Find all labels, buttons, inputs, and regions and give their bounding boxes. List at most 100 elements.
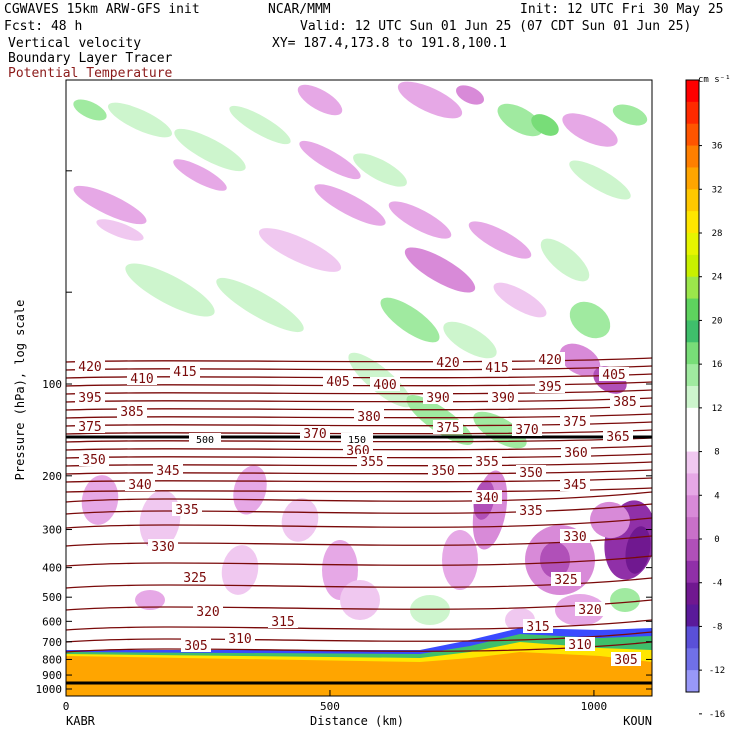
w-cell <box>397 81 463 119</box>
w-cell <box>297 84 343 116</box>
theta-label-bg <box>516 465 546 479</box>
y-tick-label: 200 <box>42 470 62 483</box>
theta-label: 340 <box>475 491 498 506</box>
w-cell <box>96 219 144 241</box>
colorbar-swatch <box>686 364 699 387</box>
w-cell <box>388 201 452 239</box>
theta-label: 380 <box>357 410 380 425</box>
w-cell <box>229 105 291 145</box>
header: CGWAVES 15km ARW-GFS init NCAR/MMM Init:… <box>0 0 740 81</box>
colorbar-label: 28 <box>712 229 723 239</box>
theta-contour <box>66 437 652 443</box>
w-cell <box>314 184 386 226</box>
theta-contour <box>66 555 652 567</box>
theta-label-bg <box>565 637 595 651</box>
y-tick-label: 800 <box>42 653 62 666</box>
plot-frame <box>65 79 653 697</box>
theta-label-bg <box>117 404 147 418</box>
theta-label-bg <box>153 463 183 477</box>
colorbar-label: -8 <box>712 622 723 632</box>
x-axis-label: Distance (km) <box>310 714 404 728</box>
w-cell <box>473 411 527 449</box>
theta-label: 395 <box>78 391 101 406</box>
theta-label: 305 <box>614 653 637 668</box>
colorbar-swatch <box>686 233 699 256</box>
theta-label: 340 <box>128 478 151 493</box>
theta-label: 345 <box>156 464 179 479</box>
theta-label-bg <box>472 490 502 504</box>
theta-label: 325 <box>183 571 206 586</box>
theta-label: 325 <box>554 573 577 588</box>
theta-label-bg <box>603 429 633 443</box>
w-cell <box>174 128 246 172</box>
w-cell <box>281 498 319 542</box>
theta-label-bg <box>535 352 565 366</box>
theta-labels: 420 410 415 405 400 420 415 420 395 405 395 385 380 3… <box>75 352 641 668</box>
w-cell <box>73 185 147 225</box>
theta-label: 385 <box>120 405 143 420</box>
colorbar-label: 0 <box>714 535 719 545</box>
theta-label: 420 <box>538 353 561 368</box>
theta-label-bg <box>551 572 581 586</box>
colorbar-swatch <box>686 495 699 518</box>
theta-label: 415 <box>485 361 508 376</box>
theta-label-bg <box>268 614 298 628</box>
colorbar-swatch <box>686 298 699 321</box>
colorbar-units: cm s⁻¹ <box>698 75 731 85</box>
theta-label: 375 <box>436 421 459 436</box>
theta-label-bg <box>75 390 105 404</box>
w-cell <box>612 104 648 126</box>
left-station: KABR <box>66 714 96 728</box>
w-cell <box>233 465 267 515</box>
colorbar-swatch <box>686 101 699 125</box>
colorbar-swatch <box>686 582 699 606</box>
theta-label: 350 <box>431 464 454 479</box>
w-cell <box>497 103 543 137</box>
w-cell <box>531 114 559 136</box>
w-cell <box>340 580 380 620</box>
theta-label: 320 <box>196 605 219 620</box>
colorbar-label: 24 <box>712 273 723 283</box>
theta-label: 405 <box>602 368 625 383</box>
theta-label: 330 <box>563 530 586 545</box>
w-cell <box>590 501 630 539</box>
colorbar-label: -12 <box>709 666 725 676</box>
theta-contour <box>66 641 652 653</box>
w-cell <box>610 588 640 612</box>
w-cell <box>353 153 407 187</box>
cross-section-xy: XY= 187.4,173.8 to 191.8,100.1 <box>272 36 507 51</box>
field-boundary-layer-tracer: Boundary Layer Tracer <box>8 51 173 66</box>
theta-label-bg <box>370 377 400 391</box>
colorbar-swatch <box>686 670 699 693</box>
theta-label-bg <box>488 390 518 404</box>
colorbar-label: 36 <box>712 142 723 152</box>
theta-label-bg <box>193 604 223 618</box>
w-cell <box>569 301 611 339</box>
w-cell <box>73 99 107 121</box>
model-title: CGWAVES 15km ARW-GFS init <box>4 2 200 17</box>
boundary-layer-tracer-line: 500 150 <box>66 433 652 446</box>
theta-label: 315 <box>526 620 549 635</box>
colorbar-swatch <box>686 626 699 649</box>
theta-label: 305 <box>184 639 207 654</box>
theta-label: 400 <box>373 378 396 393</box>
y-tick-label: 700 <box>42 636 62 649</box>
colorbar-label: 20 <box>712 316 723 326</box>
theta-label-bg <box>75 419 105 433</box>
y-tick-label: 600 <box>42 615 62 628</box>
theta-label: 375 <box>563 415 586 430</box>
w-cell <box>493 282 547 318</box>
theta-label-bg <box>575 602 605 616</box>
plot-area: 500 150 <box>66 81 652 696</box>
theta-contour <box>66 619 652 631</box>
theta-label-bg <box>560 477 590 491</box>
w-cell <box>135 590 165 610</box>
w-cell <box>410 595 450 625</box>
w-cell <box>442 530 478 590</box>
theta-label: 405 <box>326 375 349 390</box>
field-vertical-velocity: Vertical velocity <box>8 36 142 51</box>
theta-label-bg <box>433 355 463 369</box>
w-cell <box>443 321 497 359</box>
